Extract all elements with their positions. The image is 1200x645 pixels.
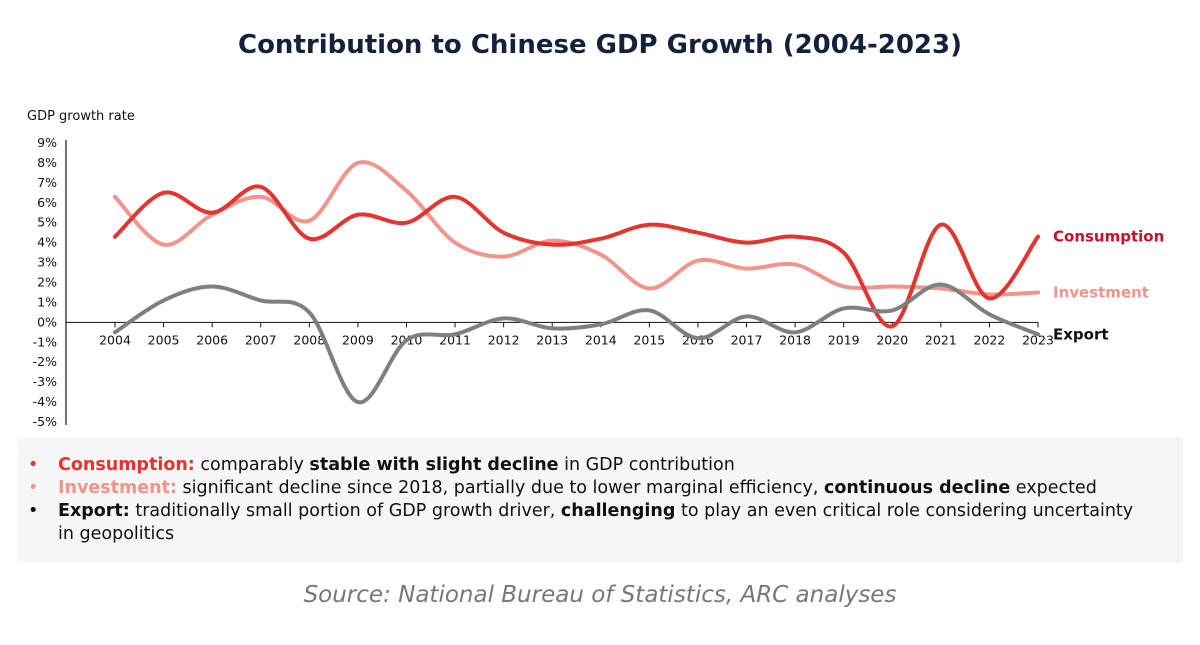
source-note: Source: National Bureau of Statistics, A… [303, 582, 897, 608]
y-tick-label: -1% [33, 334, 57, 349]
x-tick-label: 2014 [585, 332, 617, 347]
y-tick-label: -4% [33, 394, 57, 409]
text: expected [1010, 478, 1097, 498]
y-tick-label: -5% [33, 414, 57, 429]
bold-text: Export: [58, 501, 130, 521]
bullet-text: Consumption: comparably stable with slig… [58, 454, 1148, 477]
text: to play an even critical role considerin… [58, 501, 1134, 544]
y-tick-label: 4% [37, 235, 57, 250]
x-tick-label: 2005 [148, 332, 180, 347]
y-tick-label: 0% [37, 314, 57, 329]
y-tick-label: -2% [33, 354, 57, 369]
line-chart: 9% 8% 7% 6% 5% 4% 3% 2% 1% 0% -1% -2% -3% -4% -5% 2004 2… [33, 135, 1165, 429]
x-tick-label: 2019 [828, 332, 860, 347]
x-tick-label: 2015 [633, 332, 665, 347]
y-tick-label: 1% [37, 294, 57, 309]
bullet-dot: • [28, 501, 39, 521]
x-tick-label: 2023 [1022, 332, 1054, 347]
bullet-item: • Export: traditionally small portion of … [28, 500, 1148, 546]
series-label-export: Export [1053, 325, 1109, 343]
x-tick-label: 2004 [99, 332, 131, 347]
bold-text: Consumption: [58, 455, 195, 475]
text: comparably [194, 455, 310, 475]
y-tick-label: 6% [37, 195, 57, 210]
series-label-investment: Investment [1053, 283, 1149, 301]
y-tick-label: 5% [37, 215, 57, 230]
series-line-export [113, 282, 1040, 405]
y-tick-label: -3% [33, 374, 57, 389]
x-tick-label: 2013 [536, 332, 568, 347]
commentary-panel: • Consumption: comparably stable with sli… [18, 437, 1183, 563]
series-line-investment [113, 160, 1040, 297]
x-tick-label: 2007 [245, 332, 277, 347]
x-tick-label: 2021 [925, 332, 957, 347]
bullet-item: • Investment: significant decline since 2… [28, 477, 1148, 500]
y-tick-label: 8% [37, 155, 57, 170]
bold-text: challenging [560, 501, 676, 521]
series-label-consumption: Consumption [1053, 228, 1164, 246]
text: in GDP contribution [558, 455, 735, 475]
bold-text: Investment: [58, 478, 177, 498]
y-axis-label: GDP growth rate [27, 109, 135, 124]
y-tick-label: 9% [37, 135, 57, 150]
bullet-dot: • [28, 455, 39, 475]
bullet-text: Export: traditionally small portion of G… [58, 500, 1148, 546]
bullet-dot: • [28, 478, 39, 498]
text: traditionally small portion of GDP growt… [129, 501, 561, 521]
x-tick-label: 2008 [293, 332, 325, 347]
bullet-text: Investment: significant decline since 20… [58, 477, 1148, 500]
x-tick-label: 2009 [342, 332, 374, 347]
chart-title: Contribution to Chinese GDP Growth (2004… [237, 30, 962, 60]
y-tick-label: 3% [37, 255, 57, 270]
x-tick-label: 2006 [196, 332, 228, 347]
bold-text: continuous decline [823, 478, 1011, 498]
x-tick-label: 2022 [974, 332, 1006, 347]
text: significant decline since 2018, partiall… [176, 478, 824, 498]
x-tick-label: 2012 [488, 332, 520, 347]
y-tick-label: 7% [37, 175, 57, 190]
x-tick-label: 2020 [876, 332, 908, 347]
x-tick-label: 2017 [731, 332, 763, 347]
bullet-item: • Consumption: comparably stable with sli… [28, 454, 1148, 477]
y-tick-label: 2% [37, 275, 57, 290]
x-tick-label: 2018 [779, 332, 811, 347]
bold-text: stable with slight decline [309, 455, 559, 475]
